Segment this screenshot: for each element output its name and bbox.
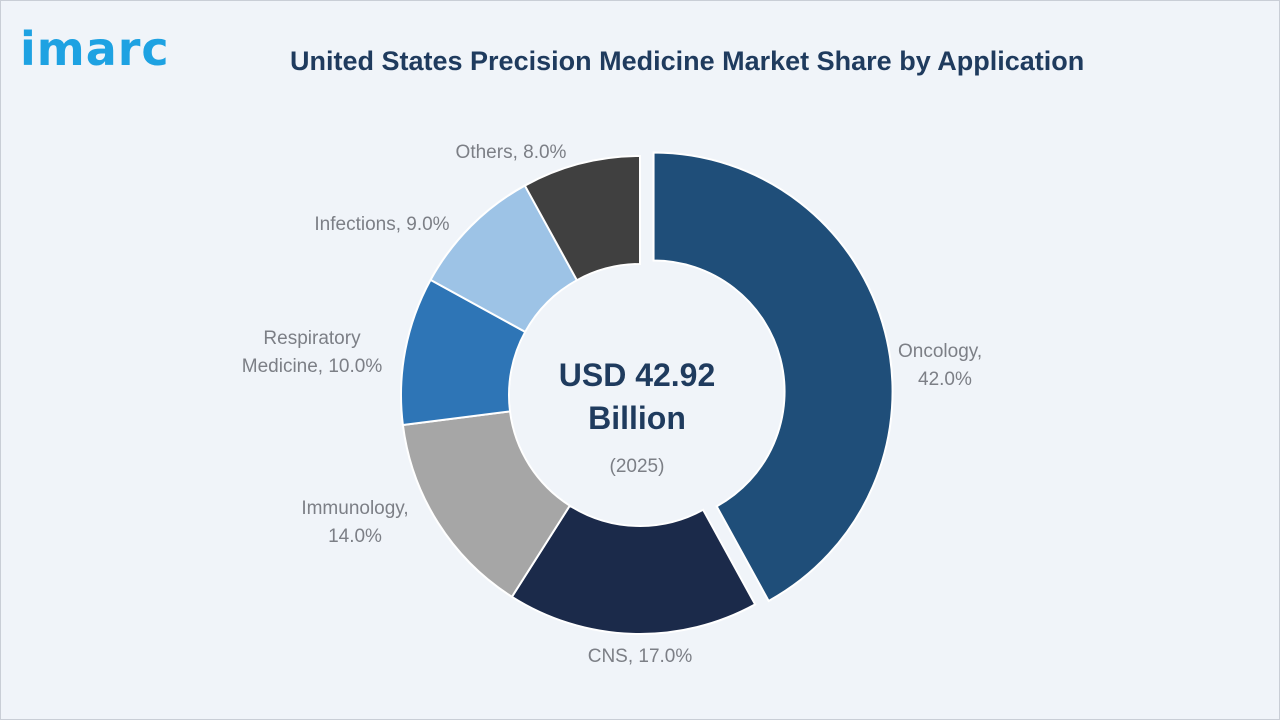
slice-cns	[510, 504, 757, 635]
label-infections: Infections, 9.0%	[314, 214, 449, 235]
slice-oncology	[652, 151, 894, 603]
center-total-value: USD 42.92	[559, 357, 716, 393]
label-oncology: Oncology, 42.0%	[898, 341, 982, 390]
label-others: Others, 8.0%	[456, 142, 567, 163]
chart-title: United States Precision Medicine Market …	[290, 46, 1085, 76]
label-respiratory-medicine: Respiratory Medicine, 10.0%	[242, 328, 383, 377]
center-year: (2025)	[610, 456, 665, 477]
slice-labels: Oncology, 42.0% CNS, 17.0% Immunology, 14.0%…	[242, 142, 982, 667]
slice-others	[523, 154, 641, 282]
label-immunology: Immunology, 14.0%	[301, 498, 408, 547]
donut-slices	[400, 151, 894, 635]
imarc-logo: imarc	[20, 22, 170, 76]
center-total-unit: Billion	[588, 400, 686, 436]
label-cns: CNS, 17.0%	[588, 646, 693, 667]
donut-hole	[510, 265, 770, 525]
